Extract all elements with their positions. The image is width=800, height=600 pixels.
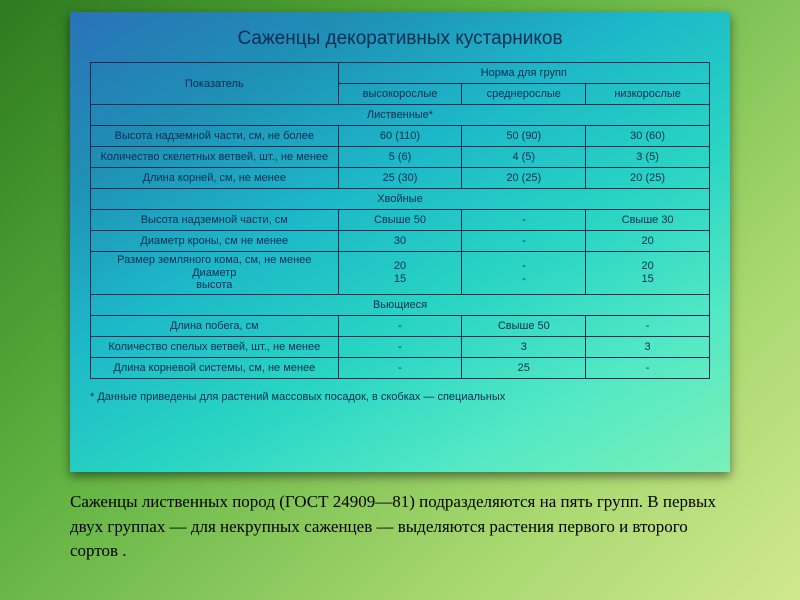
table-row: Высота надземной части, смСвыше 50-Свыше… xyxy=(91,210,710,231)
table-row: Длина побега, см-Свыше 50- xyxy=(91,315,710,336)
table-row: Количество скелетных ветвей, шт., не мен… xyxy=(91,147,710,168)
table-row: Высота надземной части, см, не более60 (… xyxy=(91,126,710,147)
table-row: Размер земляного кома, см, не менее Диам… xyxy=(91,252,710,295)
section-climbing: Вьющиеся xyxy=(91,294,710,315)
table-row: Диаметр кроны, см не менее30-20 xyxy=(91,231,710,252)
th-indicator: Показатель xyxy=(91,63,339,105)
th-col2: среднерослые xyxy=(462,84,586,105)
th-col3: низкорослые xyxy=(586,84,710,105)
slide-title: Саженцы декоративных кустарников xyxy=(90,28,710,50)
section-coniferous: Хвойные xyxy=(91,189,710,210)
slide-caption: Саженцы лиственных пород (ГОСТ 24909—81)… xyxy=(70,490,730,564)
table-row: Количество спелых ветвей, шт., не менее-… xyxy=(91,336,710,357)
table-row: Длина корневой системы, см, не менее-25- xyxy=(91,357,710,378)
standards-table: Показатель Норма для групп высокорослые … xyxy=(90,62,710,379)
slide-panel: Саженцы декоративных кустарников Показат… xyxy=(70,12,730,472)
th-col1: высокорослые xyxy=(338,84,462,105)
table-footnote: * Данные приведены для растений массовых… xyxy=(90,391,710,403)
th-norm: Норма для групп xyxy=(338,63,709,84)
section-deciduous: Лиственные* xyxy=(91,105,710,126)
table-row: Длина корней, см, не менее25 (30)20 (25)… xyxy=(91,168,710,189)
header-row-1: Показатель Норма для групп xyxy=(91,63,710,84)
